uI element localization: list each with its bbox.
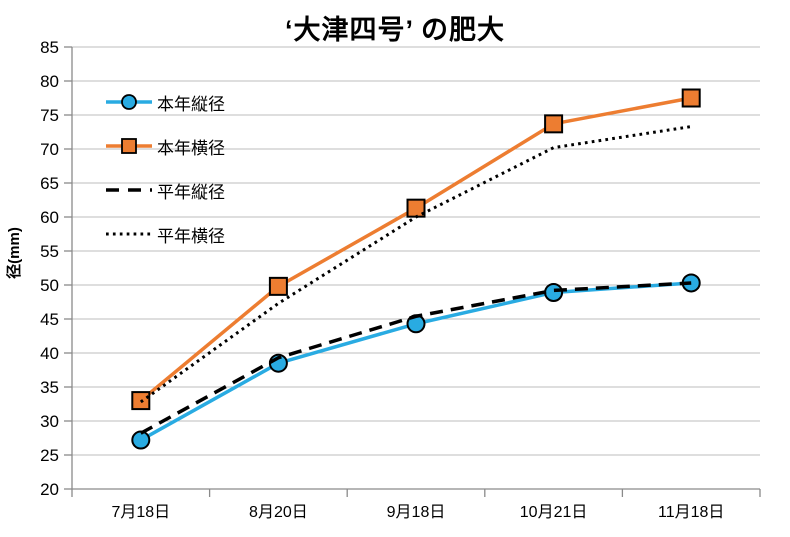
legend-item-normal-vertical: 平年縦径: [106, 178, 225, 202]
data-point-square: [268, 276, 288, 296]
y-tick-label: 35: [40, 378, 59, 397]
y-tick-label: 20: [40, 480, 59, 499]
x-tick-label: 8月20日: [249, 504, 308, 521]
data-point-square: [544, 114, 564, 134]
y-tick-label: 70: [40, 140, 59, 159]
data-point-circle: [131, 430, 151, 450]
y-tick-label: 50: [40, 276, 59, 295]
legend-label: 平年縦径: [157, 182, 225, 202]
x-tick-label: 10月21日: [520, 504, 588, 521]
y-tick-label: 30: [40, 412, 59, 431]
series-line: [139, 281, 692, 435]
data-point-square: [681, 88, 701, 108]
y-tick-label: 40: [40, 344, 59, 363]
y-tick-label: 45: [40, 310, 59, 329]
x-tick-label: 9月18日: [387, 504, 446, 521]
legend-marker-circle: [121, 94, 137, 110]
x-tick-label: 11月18日: [658, 504, 724, 521]
y-tick-label: 25: [40, 446, 59, 465]
y-tick-label: 75: [40, 106, 59, 125]
legend-item-current-vertical: 本年縦径: [106, 90, 225, 114]
legend-label: 本年縦径: [157, 94, 225, 114]
legend-swatch-normal-vertical: [106, 188, 152, 192]
y-tick-label: 65: [40, 174, 59, 193]
series-line: [139, 125, 692, 404]
y-tick-label: 80: [40, 72, 59, 91]
y-tick-label: 55: [40, 242, 59, 261]
y-tick-label: 85: [40, 38, 59, 57]
legend-label: 平年横径: [157, 226, 225, 246]
series-line: [139, 281, 692, 442]
chart-title: ‘大津四号’ の肥大: [284, 15, 505, 45]
legend-swatch-current-vertical: [106, 94, 152, 110]
legend: 本年縦径 本年横径 平年縦径 平年横径: [106, 90, 225, 246]
data-point-circle: [544, 282, 564, 302]
legend-label: 本年横径: [157, 138, 225, 158]
legend-item-normal-horizontal: 平年横径: [106, 222, 225, 246]
legend-marker-square: [121, 138, 137, 154]
y-tick-label: 60: [40, 208, 59, 227]
legend-item-current-horizontal: 本年横径: [106, 134, 225, 158]
legend-swatch-normal-horizontal: [106, 232, 152, 236]
x-tick-label: 7月18日: [111, 504, 170, 521]
legend-swatch-current-horizontal: [106, 138, 152, 154]
